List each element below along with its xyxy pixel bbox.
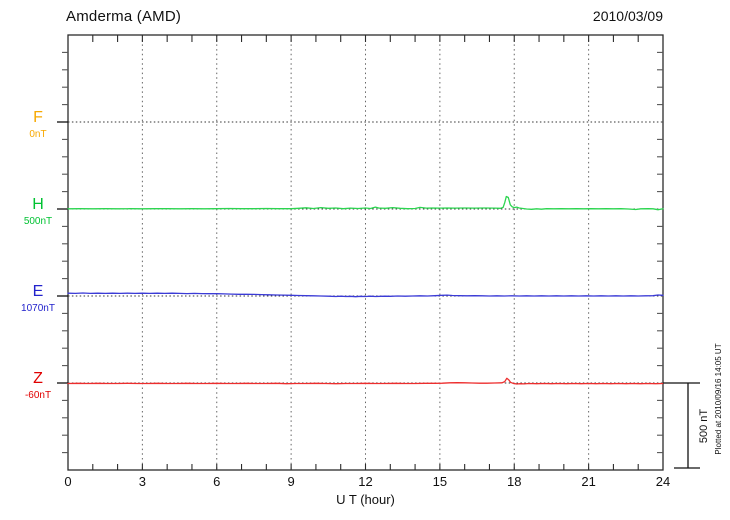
channel-label-H: H xyxy=(32,196,44,213)
channel-baseline-H: 500nT xyxy=(23,216,53,227)
x-axis-title: U T (hour) xyxy=(336,492,395,507)
station-title: Amderma (AMD) xyxy=(66,8,182,25)
trace-H xyxy=(67,195,664,211)
x-tick-15: 15 xyxy=(432,474,448,489)
plotted-at-note: Plotted at 2010/09/16 14:05 UT xyxy=(714,343,723,455)
channel-baseline-E: 1070nT xyxy=(21,303,55,314)
channel-label-E: E xyxy=(32,283,44,300)
x-tick-0: 0 xyxy=(64,474,72,489)
x-tick-18: 18 xyxy=(507,474,522,489)
x-tick-3: 3 xyxy=(138,474,146,489)
x-tick-12: 12 xyxy=(358,474,373,489)
x-tick-6: 6 xyxy=(213,474,221,489)
channel-baseline-F: 0nT xyxy=(29,129,47,140)
x-tick-21: 21 xyxy=(581,474,596,489)
plot-date: 2010/03/09 xyxy=(592,8,663,24)
x-tick-24: 24 xyxy=(655,474,671,489)
channel-baseline-Z: -60nT xyxy=(24,390,52,401)
x-tick-9: 9 xyxy=(287,474,295,489)
channel-label-Z: Z xyxy=(33,370,43,387)
channel-label-F: F xyxy=(33,109,43,126)
trace-Z xyxy=(67,377,664,385)
trace-E xyxy=(67,292,664,298)
